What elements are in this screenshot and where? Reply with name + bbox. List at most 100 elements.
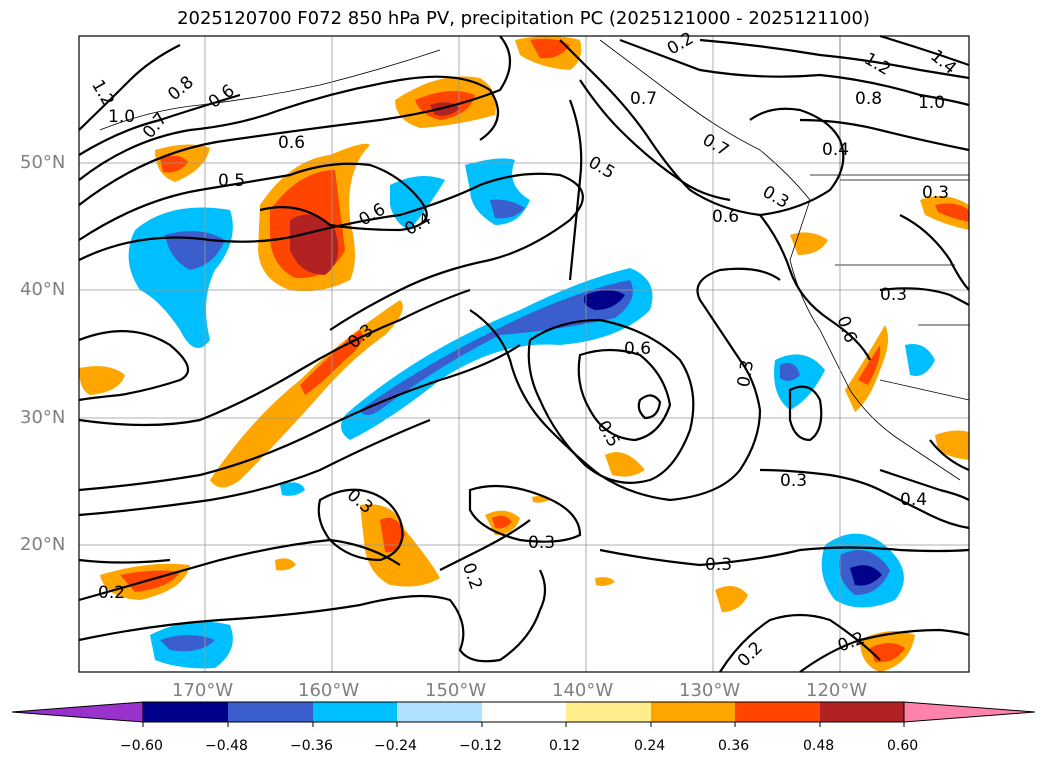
- contour: [469, 267, 781, 502]
- colorbar: [11, 701, 1036, 727]
- colorbar-bin: [228, 702, 313, 722]
- pos-region-small1-core: [492, 515, 512, 529]
- contour-label: 1.0: [918, 93, 945, 113]
- pos-region-s2: [715, 586, 748, 612]
- contour-label: 0.6: [712, 207, 739, 227]
- pos-region-east2-core: [935, 203, 969, 222]
- colorbar-frame: [142, 701, 905, 723]
- lon-label: 140°W: [552, 680, 614, 701]
- contour: [78, 538, 401, 602]
- contour: [759, 214, 871, 361]
- contour: [78, 93, 241, 156]
- colorbar-bin: [820, 702, 904, 722]
- pos-region-small3: [595, 577, 615, 586]
- contour: [468, 484, 582, 543]
- contour: [637, 394, 662, 420]
- colorbar-extend-high: [903, 701, 1036, 723]
- contour-label: 0.4: [900, 490, 927, 510]
- contour: [759, 468, 970, 530]
- colorbar-bin: [735, 702, 820, 722]
- pos-region-east3: [935, 430, 969, 460]
- contour-label: 0.3: [734, 359, 758, 389]
- lon-label: 130°W: [679, 680, 741, 701]
- colorbar-tick: 0.12: [549, 738, 581, 754]
- plot-frame: [78, 35, 970, 673]
- colorbar-bin: [313, 702, 397, 722]
- lon-label: 120°W: [806, 680, 868, 701]
- contour: [78, 288, 471, 427]
- pos-region-west-edge: [79, 366, 125, 395]
- contour: [619, 38, 970, 107]
- neg-region-coast: [905, 344, 935, 376]
- neg-region-band-max: [583, 290, 625, 310]
- map-title: 2025120700 F072 850 hPa PV, precipitatio…: [177, 8, 870, 29]
- contour: [577, 348, 672, 442]
- lat-label: 20°N: [20, 534, 66, 555]
- colorbar-bin: [397, 702, 482, 722]
- pos-region-center: [605, 452, 645, 477]
- contour: [78, 418, 431, 517]
- colorbar-extend-low: [11, 701, 144, 723]
- contour-label: 0.3: [528, 533, 555, 553]
- contour-label: 1.0: [108, 107, 135, 127]
- colorbar-tick: −0.12: [459, 738, 502, 754]
- neg-region-band-core: [360, 280, 633, 415]
- colorbar-bin: [482, 702, 566, 722]
- contour: [799, 118, 970, 152]
- contour: [78, 330, 190, 402]
- pos-region-small2: [275, 558, 296, 571]
- contour: [78, 344, 521, 492]
- colorbar-tick: −0.60: [120, 738, 163, 754]
- contour-label: 0.4: [822, 140, 849, 160]
- neg-region-southwest-core: [160, 635, 215, 652]
- contour: [439, 519, 531, 571]
- contour: [78, 558, 171, 564]
- lat-label: 40°N: [20, 279, 66, 300]
- contour-label: 0.6: [624, 339, 651, 359]
- contour-label: 0.6: [278, 133, 305, 153]
- colorbar-tick: 0.36: [718, 738, 750, 754]
- contour-label: 0.3: [705, 555, 732, 575]
- contour: [579, 79, 731, 202]
- lat-label: 30°N: [20, 407, 66, 428]
- contour: [788, 385, 823, 442]
- colorbar-tick: −0.48: [205, 738, 248, 754]
- contour: [317, 488, 404, 562]
- contour: [78, 569, 547, 663]
- colorbar-tick: 0.48: [803, 738, 835, 754]
- pos-region-nw-core: [160, 155, 188, 173]
- contour-label: 0.3: [780, 471, 807, 491]
- contour: [929, 439, 970, 472]
- colorbar-tick: 0.24: [634, 738, 666, 754]
- contour: [699, 38, 970, 80]
- contour: [78, 75, 500, 181]
- pos-region-top-core: [530, 38, 570, 59]
- lat-label: 50°N: [20, 152, 66, 173]
- contour: [78, 35, 512, 206]
- contour: [568, 99, 583, 281]
- contour: [879, 468, 970, 501]
- contour: [78, 172, 584, 331]
- lon-label: 170°W: [172, 680, 234, 701]
- contour: [879, 287, 970, 306]
- contour: [559, 39, 845, 217]
- pos-region-east1: [790, 232, 828, 255]
- colorbar-bin: [566, 702, 651, 722]
- contour-label: 0.5: [218, 171, 245, 191]
- contour-label: 0.7: [630, 89, 657, 109]
- precip-shading: [79, 36, 969, 672]
- neg-region-east-core: [780, 362, 800, 381]
- lon-label: 160°W: [298, 680, 360, 701]
- colorbar-tick: 0.60: [887, 738, 919, 754]
- colorbar-bin: [143, 702, 228, 722]
- pos-region-band-core: [300, 330, 363, 395]
- pv-contours: [78, 34, 970, 673]
- contour-label: 0.2: [98, 583, 125, 603]
- pos-region-coast-core: [858, 345, 881, 385]
- colorbar-tick: −0.24: [374, 738, 417, 754]
- neg-region-small: [280, 482, 305, 496]
- contour: [78, 44, 181, 131]
- contour: [899, 214, 970, 291]
- neg-region-north2-core: [490, 199, 525, 219]
